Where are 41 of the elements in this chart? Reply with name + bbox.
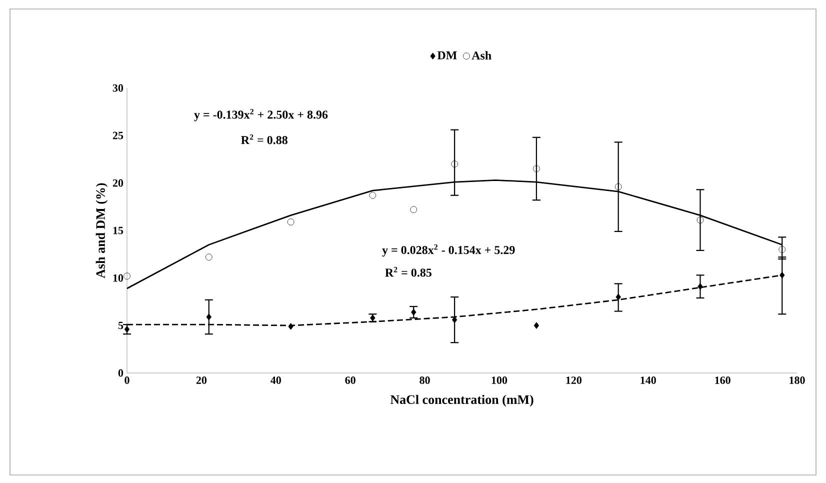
y-tick-label: 5 xyxy=(118,322,124,330)
point xyxy=(780,272,785,279)
x-tick-label: 120 xyxy=(566,376,582,384)
point xyxy=(206,314,212,320)
annotation: R$^{2}$ = 0.88 xyxy=(241,134,288,144)
x-tick-label: 80 xyxy=(420,376,430,384)
x-tick-label: 20 xyxy=(196,376,207,384)
annotation: y = 0.028x$^{2}$ - 0.154x + 5.29 xyxy=(382,244,515,257)
legend-label: DM xyxy=(437,51,457,60)
point xyxy=(288,323,294,330)
point xyxy=(287,218,294,226)
point xyxy=(616,294,621,300)
y-tick-label: 15 xyxy=(113,226,124,234)
point xyxy=(698,283,703,290)
point xyxy=(451,160,458,168)
y-tick-label: 25 xyxy=(112,132,124,140)
point xyxy=(614,183,622,190)
x-tick-label: 40 xyxy=(270,376,281,384)
y-axis-title: Ash and DM (%) xyxy=(96,183,108,278)
point xyxy=(533,165,540,172)
y-tick-label: 20 xyxy=(112,179,124,187)
point xyxy=(124,272,130,280)
point xyxy=(696,216,704,224)
legend-label: Ash xyxy=(472,51,492,60)
x-tick-label: 140 xyxy=(640,376,656,384)
y-tick-label: 0 xyxy=(118,369,124,377)
point xyxy=(534,322,540,329)
point xyxy=(369,192,376,199)
x-tick-label: 160 xyxy=(715,376,730,384)
y-tick-label: 30 xyxy=(112,84,124,92)
point xyxy=(205,254,212,260)
point xyxy=(778,246,786,253)
x-tick-label: 60 xyxy=(345,376,356,384)
x-tick-label: 100 xyxy=(492,376,508,384)
x-tick-label: 0 xyxy=(124,376,130,384)
x-axis-title: NaCl concentration (mM) xyxy=(390,394,534,407)
point xyxy=(410,206,418,213)
x-tick-label: 180 xyxy=(790,376,805,384)
annotation: R$^{2}$ = 0.85 xyxy=(385,266,432,277)
annotation: y = -0.139x$^{2}$ + 2.50x + 8.96 xyxy=(194,108,328,122)
y-tick-label: 10 xyxy=(113,274,124,282)
